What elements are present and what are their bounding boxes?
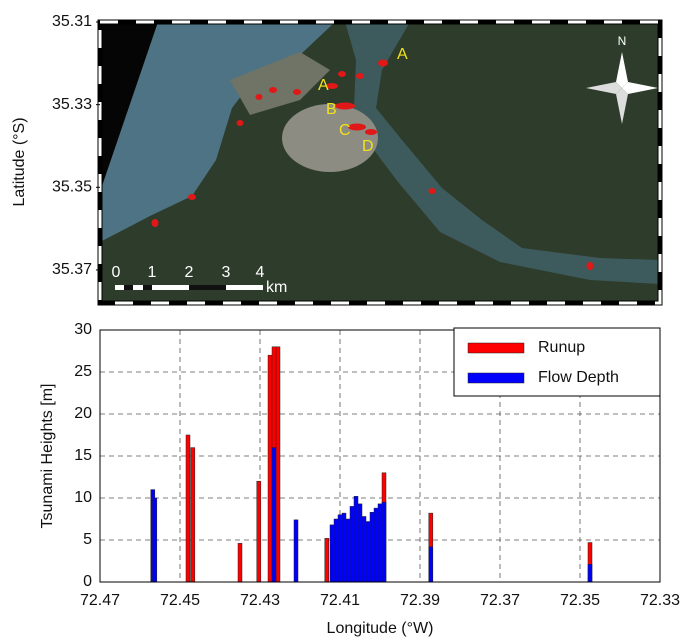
bar (381, 501, 387, 583)
scale-bar (115, 285, 263, 290)
bar (341, 512, 347, 583)
map-y-label: Latitude (°S) (11, 117, 28, 206)
bar (345, 518, 351, 583)
map-labels: A A B C D N 0 1 2 3 4 km (112, 34, 627, 296)
scale-label: 0 (112, 264, 121, 281)
y-tick-label: 15 (74, 447, 92, 464)
x-tick-label: 72.47 (80, 592, 120, 609)
y-tick-label: 25 (74, 363, 92, 380)
river (345, 22, 660, 284)
bar (267, 354, 273, 583)
x-tick-label: 72.37 (480, 592, 520, 609)
scale-label: 3 (222, 264, 231, 281)
bar (361, 516, 367, 583)
y-tick-label: 10 (74, 489, 92, 506)
legend-swatch (467, 342, 525, 354)
city (282, 104, 378, 172)
x-tick-label: 72.33 (640, 592, 680, 609)
bar (357, 503, 363, 583)
x-tick-label: 72.41 (320, 592, 360, 609)
y-tick-label: 20 (74, 405, 92, 422)
sea (100, 22, 335, 242)
bar (324, 538, 330, 583)
bar (428, 546, 434, 583)
y-tick-label: 30 (74, 321, 92, 338)
point-label: A (397, 46, 408, 63)
x-axis-label: Longitude (°W) (327, 620, 434, 637)
bar (365, 521, 371, 583)
legend-box (453, 327, 661, 397)
bar (587, 564, 593, 583)
bar (237, 543, 243, 583)
legend-label: Runup (538, 339, 585, 356)
bar (349, 506, 355, 583)
map-y-tick-label: 35.33 (52, 96, 92, 113)
map-y-tick-label: 35.37 (52, 261, 92, 278)
bar (185, 434, 191, 583)
bar (369, 512, 375, 583)
north-arrow (586, 52, 658, 124)
x-tick-label: 72.39 (400, 592, 440, 609)
point-label: D (362, 138, 374, 155)
bar (373, 507, 379, 583)
legend-label: Flow Depth (538, 369, 619, 386)
bar (337, 514, 343, 583)
plot-frame (99, 329, 661, 583)
bar (377, 503, 383, 583)
map-y-tick-label: 35.31 (52, 13, 92, 30)
survey-points (151, 59, 594, 270)
bar (293, 519, 299, 583)
map-image (97, 19, 663, 306)
y-tick-label: 0 (83, 573, 92, 590)
scale-unit: km (266, 279, 287, 296)
bar (152, 497, 158, 583)
town (230, 52, 330, 115)
map-frame-dash (98, 20, 662, 305)
x-tick-label: 72.43 (240, 592, 280, 609)
bar (190, 447, 196, 583)
scale-label: 4 (256, 264, 265, 281)
point-label: B (326, 101, 337, 118)
north-label: N (618, 34, 627, 48)
scale-label: 2 (185, 264, 194, 281)
bar (271, 447, 277, 583)
scale-label: 1 (148, 264, 157, 281)
bar (256, 480, 262, 583)
y-axis-label: Tsunami Heights [m] (39, 384, 56, 529)
x-tick-label: 72.45 (160, 592, 200, 609)
point-label: C (339, 122, 351, 139)
bar (333, 518, 339, 583)
y-tick-label: 5 (83, 531, 92, 548)
legend-swatch (467, 372, 525, 384)
bar (353, 496, 359, 583)
bar (329, 524, 335, 583)
x-tick-label: 72.35 (560, 592, 600, 609)
bar (275, 346, 281, 583)
point-label: A (318, 77, 329, 94)
map-y-tick-label: 35.35 (52, 179, 92, 196)
